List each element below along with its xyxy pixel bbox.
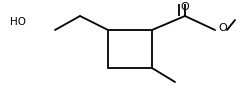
Text: HO: HO [10,17,26,27]
Text: O: O [218,23,227,33]
Text: O: O [181,2,189,12]
